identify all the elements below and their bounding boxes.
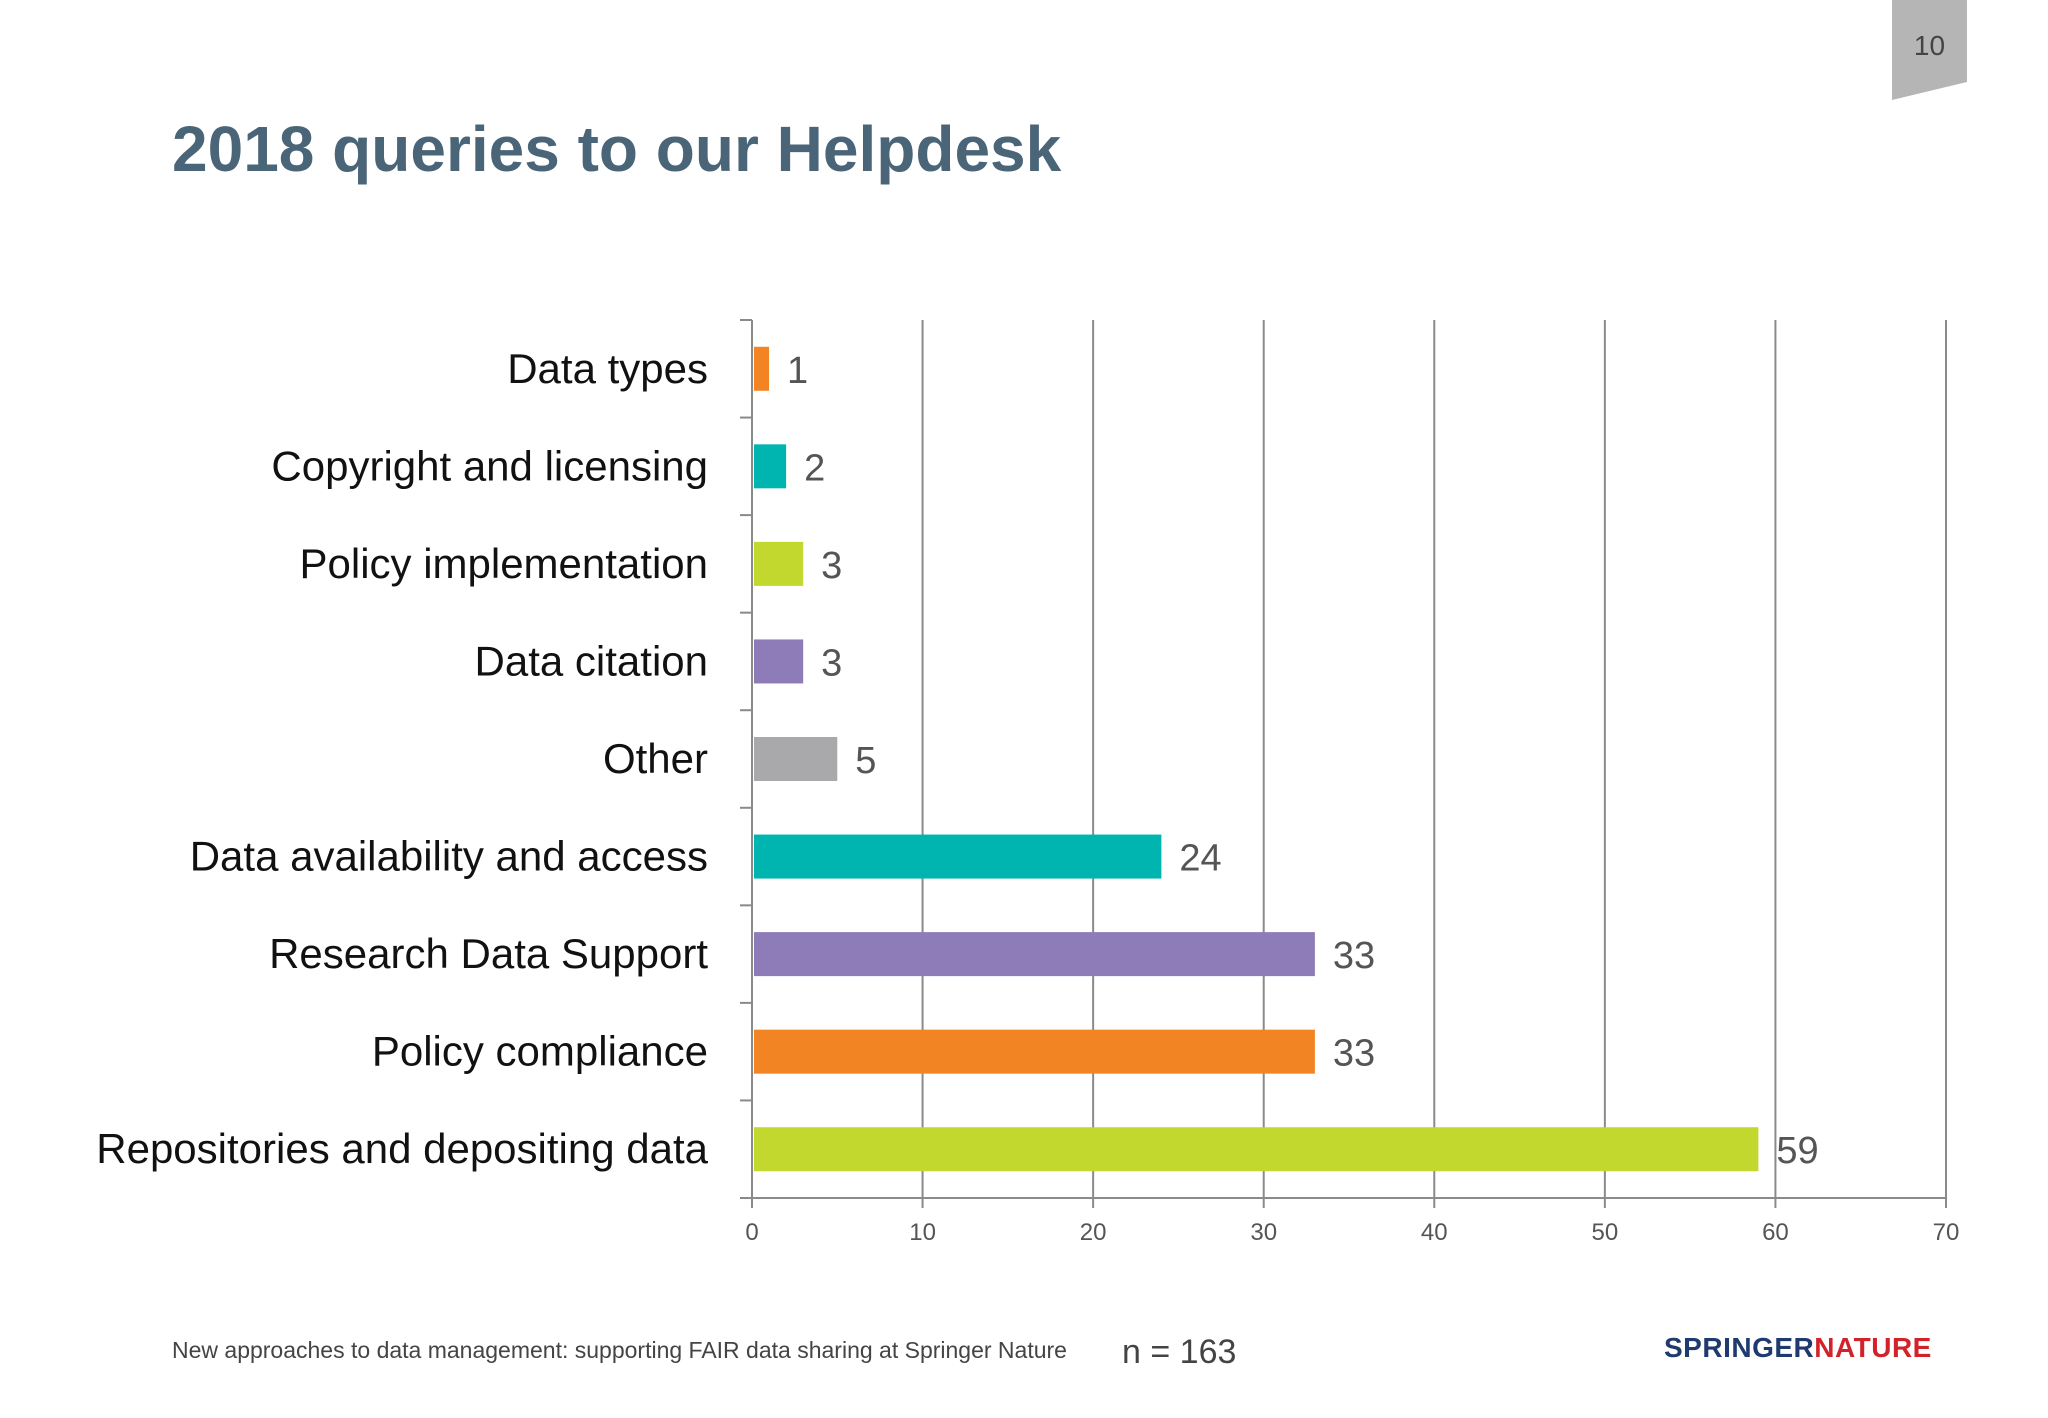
category-label: Policy compliance xyxy=(372,1028,708,1075)
brand-part-springer: SPRINGER xyxy=(1664,1332,1815,1363)
springer-nature-logo: SPRINGERNATURE xyxy=(1664,1332,1932,1364)
footer-text: New approaches to data management: suppo… xyxy=(172,1337,1067,1363)
data-label: 33 xyxy=(1333,1033,1375,1075)
page-number-tab xyxy=(1892,0,1967,100)
x-tick-label: 30 xyxy=(1250,1219,1277,1246)
category-label: Policy implementation xyxy=(299,540,708,587)
bars xyxy=(754,346,1759,1172)
bar xyxy=(754,1127,1759,1172)
slide-title: 2018 queries to our Helpdesk xyxy=(172,113,1062,185)
data-label: 59 xyxy=(1776,1130,1818,1172)
category-label: Data availability and access xyxy=(190,833,708,880)
category-label: Research Data Support xyxy=(269,930,708,977)
bar xyxy=(754,834,1162,879)
bar xyxy=(754,346,770,391)
bar xyxy=(754,1029,1315,1074)
data-label: 2 xyxy=(804,447,825,489)
x-tick-label: 50 xyxy=(1592,1219,1619,1246)
x-tick-label: 20 xyxy=(1080,1219,1107,1246)
x-tick-label: 10 xyxy=(909,1219,936,1246)
category-label: Other xyxy=(603,735,708,782)
data-label: 3 xyxy=(821,642,842,684)
data-label: 24 xyxy=(1179,838,1221,880)
data-label: 33 xyxy=(1333,935,1375,977)
category-label: Repositories and depositing data xyxy=(96,1125,708,1172)
data-label: 5 xyxy=(855,740,876,782)
data-label: 1 xyxy=(787,350,808,392)
bar xyxy=(754,932,1315,977)
axes xyxy=(740,319,1947,1208)
bar xyxy=(754,541,804,586)
page-number: 10 xyxy=(1913,30,1946,61)
x-tick-label: 70 xyxy=(1933,1219,1960,1246)
x-tick-label: 40 xyxy=(1421,1219,1448,1246)
labels: 0 10 20 30 40 50 60 70 Data types 1 Copyright and … xyxy=(96,345,1959,1246)
data-label: 3 xyxy=(821,545,842,587)
bar xyxy=(754,737,838,781)
x-tick-label: 0 xyxy=(745,1219,758,1246)
bar xyxy=(754,444,787,489)
category-label: Data types xyxy=(507,345,708,392)
category-label: Data citation xyxy=(475,637,708,684)
bar xyxy=(754,639,804,684)
category-label: Copyright and licensing xyxy=(271,442,708,489)
x-tick-label: 60 xyxy=(1762,1219,1789,1246)
brand-part-nature: NATURE xyxy=(1814,1332,1932,1363)
sample-size-label: n = 163 xyxy=(1122,1333,1237,1371)
